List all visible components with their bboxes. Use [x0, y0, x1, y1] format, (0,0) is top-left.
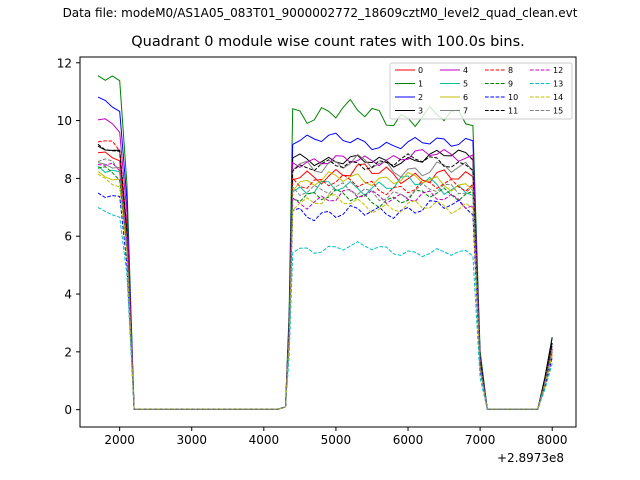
- series-line-2: [97, 96, 553, 410]
- series-line-6: [97, 170, 553, 410]
- legend-label-14: 14: [553, 93, 563, 102]
- legend-label-6: 6: [463, 93, 468, 102]
- legend-label-5: 5: [463, 80, 468, 89]
- legend-label-1: 1: [418, 80, 423, 89]
- legend-box: [389, 62, 573, 120]
- series-line-9: [97, 166, 553, 410]
- legend-label-10: 10: [508, 93, 518, 102]
- series-line-14: [97, 173, 553, 410]
- series-line-3: [97, 145, 553, 410]
- y-tick-label: 6: [64, 230, 72, 244]
- legend-label-8: 8: [508, 66, 513, 75]
- legend-label-7: 7: [463, 107, 468, 116]
- series-line-0: [97, 151, 553, 410]
- x-tick-label: 7000: [465, 433, 496, 447]
- series-line-11: [97, 143, 553, 410]
- x-tick-label: 2000: [104, 433, 135, 447]
- legend-label-2: 2: [418, 93, 423, 102]
- y-tick-label: 4: [64, 288, 72, 302]
- legend-label-12: 12: [553, 66, 563, 75]
- y-tick-label: 8: [64, 172, 72, 186]
- y-tick-label: 10: [57, 114, 72, 128]
- y-tick-label: 12: [57, 56, 72, 70]
- series-line-5: [97, 165, 553, 410]
- x-axis-offset-label: +2.8973e8: [497, 451, 565, 465]
- y-tick-label: 2: [64, 345, 72, 359]
- plot-frame: [79, 56, 577, 428]
- series-line-1: [97, 75, 553, 410]
- legend-label-11: 11: [508, 107, 518, 116]
- x-tick-label: 5000: [321, 433, 352, 447]
- series-line-10: [97, 192, 553, 410]
- x-tick-label: 4000: [249, 433, 280, 447]
- x-tick-label: 6000: [393, 433, 424, 447]
- legend-label-15: 15: [553, 107, 563, 116]
- data-file-title: Data file: modeM0/AS1A05_083T01_90000027…: [62, 6, 578, 20]
- legend-label-13: 13: [553, 80, 563, 89]
- legend-label-4: 4: [463, 66, 468, 75]
- x-tick-label: 3000: [176, 433, 207, 447]
- y-tick-label: 0: [64, 403, 72, 417]
- legend-label-9: 9: [508, 80, 513, 89]
- series-line-4: [97, 118, 553, 410]
- chart-title: Quadrant 0 module wise count rates with …: [131, 34, 525, 50]
- x-tick-label: 8000: [537, 433, 568, 447]
- series-line-15: [97, 158, 553, 410]
- legend-label-0: 0: [418, 66, 423, 75]
- legend-label-3: 3: [418, 107, 423, 116]
- series-line-7: [97, 153, 553, 410]
